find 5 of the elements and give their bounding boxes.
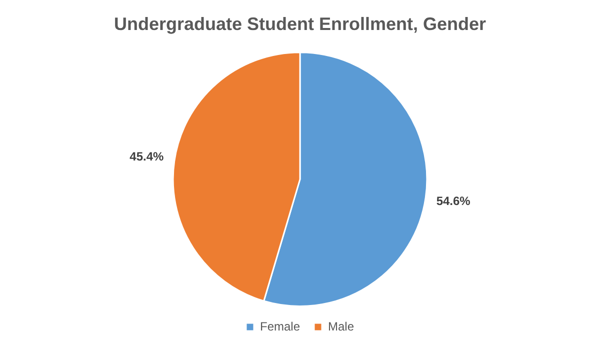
legend-label: Female xyxy=(260,319,300,334)
legend-label: Male xyxy=(328,319,354,334)
data-label: 45.4% xyxy=(130,149,164,164)
data-label: 54.6% xyxy=(436,194,471,208)
chart-title: Undergraduate Student Enrollment, Gender xyxy=(114,14,486,34)
